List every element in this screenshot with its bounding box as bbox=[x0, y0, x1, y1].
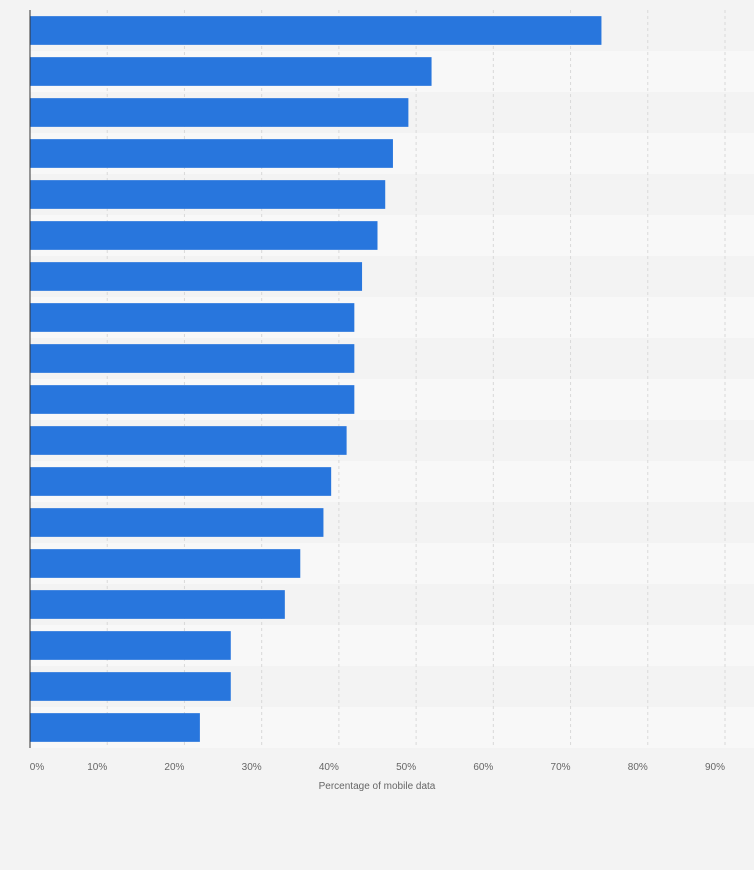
x-tick-label: 0% bbox=[30, 762, 45, 773]
bar[interactable] bbox=[30, 303, 355, 332]
x-tick-label: 40% bbox=[319, 762, 339, 773]
x-tick-label: 60% bbox=[473, 762, 493, 773]
bar[interactable] bbox=[30, 180, 386, 209]
bar[interactable] bbox=[30, 262, 363, 291]
bar[interactable] bbox=[30, 57, 432, 86]
x-axis: 0% 10% 20% 30% 40% 50% 60% 70% 80% 90% bbox=[29, 10, 725, 773]
bars bbox=[30, 16, 602, 742]
bar[interactable] bbox=[30, 221, 378, 250]
gridlines bbox=[106, 10, 726, 748]
x-tick-label: 30% bbox=[242, 762, 262, 773]
bar[interactable] bbox=[30, 631, 231, 660]
bar[interactable] bbox=[30, 98, 409, 127]
x-tick-label: 50% bbox=[396, 762, 416, 773]
bar[interactable] bbox=[30, 426, 347, 455]
x-tick-label: 80% bbox=[628, 762, 648, 773]
x-axis-title: Percentage of mobile data bbox=[319, 781, 436, 792]
x-tick-label: 10% bbox=[87, 762, 107, 773]
bar[interactable] bbox=[30, 385, 355, 414]
x-tick-label: 70% bbox=[551, 762, 571, 773]
bar[interactable] bbox=[30, 549, 301, 578]
bar[interactable] bbox=[30, 139, 393, 168]
x-tick-label: 20% bbox=[164, 762, 184, 773]
bar[interactable] bbox=[30, 672, 231, 701]
bar[interactable] bbox=[30, 508, 324, 537]
bar[interactable] bbox=[30, 713, 200, 742]
bar[interactable] bbox=[30, 590, 285, 619]
bar[interactable] bbox=[30, 16, 602, 45]
bar[interactable] bbox=[30, 344, 355, 373]
bar[interactable] bbox=[30, 467, 332, 496]
x-tick-label: 90% bbox=[705, 762, 725, 773]
